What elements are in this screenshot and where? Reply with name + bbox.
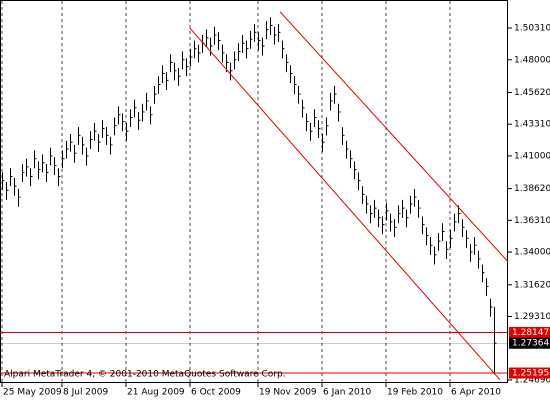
x-tick-label: 25 May 2009 [3,388,62,398]
level-label-box [509,326,550,338]
level-label-box [509,367,550,379]
y-tick-label: 1.24690 [514,375,550,385]
level-label: 1.25195 [512,369,549,379]
level-label: 1.27364 [512,339,549,349]
level-label: 1.28147 [512,328,549,338]
x-tick-label: 6 Oct 2009 [191,388,241,398]
y-tick-label: 1.45620 [514,88,550,98]
y-tick-label: 1.38620 [514,184,550,194]
x-tick-label: 19 Feb 2010 [387,388,443,398]
y-tick-label: 1.41000 [514,151,550,161]
y-tick-label: 1.48000 [514,55,550,65]
channel-line [279,11,509,263]
copyright: Alpari MetaTrader 4, © 2001-2010 MetaQuo… [4,370,286,380]
x-tick-label: 19 Nov 2009 [259,388,317,398]
channel-line [189,27,501,381]
y-tick-label: 1.36310 [514,216,550,226]
level-label-box [509,337,550,349]
y-tick-label: 1.31620 [514,280,550,290]
x-tick-label: 6 Apr 2010 [451,388,501,398]
x-tick-label: 8 Jul 2009 [63,388,108,398]
x-tick-label: 21 Aug 2009 [127,388,185,398]
y-tick-label: 1.50310 [514,24,550,34]
y-tick-label: 1.29310 [514,312,550,322]
plot-frame [0,0,508,383]
x-tick-label: 6 Jan 2010 [323,388,371,398]
y-tick-label: 1.34000 [514,248,550,258]
y-tick-label: 1.43310 [514,120,550,130]
